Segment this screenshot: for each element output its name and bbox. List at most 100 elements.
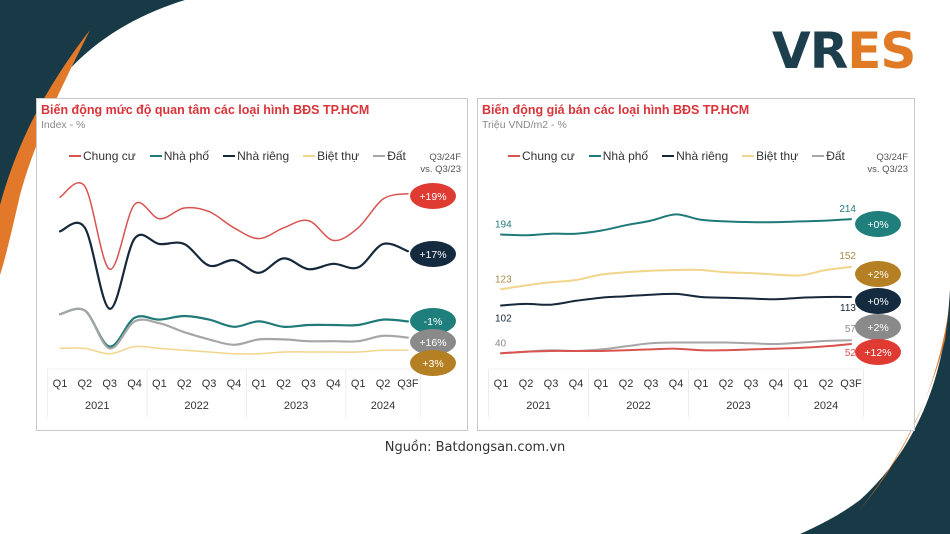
legend-label: Biệt thự [756,149,799,163]
change-badge: +2% [855,261,901,287]
year-label: 2023 [284,400,308,412]
year-label: 2023 [726,400,750,412]
badge-label: +16% [419,337,446,349]
x-tick-label: Q2 [619,378,634,390]
start-data-label: 123 [495,274,512,285]
badge-shape [410,329,456,355]
badge-label: +0% [867,219,888,231]
badge-shape [855,339,901,365]
legend-item: Đất [373,149,406,163]
x-tick-label: Q4 [669,378,684,390]
change-badge: +0% [855,211,901,237]
year-label: 2022 [626,400,650,412]
x-tick-label: Q1 [494,378,509,390]
x-tick-label: Q1 [251,378,266,390]
chart-subtitle: Index - % [41,119,86,131]
x-tick-label: Q1 [53,378,68,390]
series-line [500,343,852,355]
year-label: 2021 [85,400,109,412]
chart-title: Biến động mức độ quan tâm các loại hình … [41,103,370,117]
x-tick-label: Q3 [301,378,316,390]
x-tick-label: Q3 [744,378,759,390]
badge-shape [410,308,456,334]
series-line [58,307,409,350]
legend-item: Nhà phố [149,149,209,163]
x-tick-label: Q4 [227,378,242,390]
x-tick-label: Q1 [794,378,809,390]
change-badge: +2% [855,314,901,340]
source-note: Nguồn: Batdongsan.com.vn [384,440,566,455]
series-line [59,345,409,355]
legend-label: Nhà phố [602,149,649,163]
x-tick-label: Q4 [569,378,584,390]
logo-letter: E [847,22,881,80]
legend-swatch [662,155,675,157]
interest-line-chart: 2021 2022 2023 2024 Q1 Q2 Q3 Q4 Q1 Q2 Q3 Q4 Q1 Q2 Q3 Q4… [47,182,456,417]
x-tick-label: Q2 [376,378,391,390]
series-line [58,221,409,310]
logo-letter: V [772,22,811,80]
comparison-label: Q3/24F vs. Q3/23 [420,152,461,176]
badge-label: +3% [422,358,443,370]
x-tick-label: Q2 [177,378,192,390]
badge-shape [855,288,901,314]
logo-letter: S [880,22,916,80]
end-data-label: 113 [840,303,856,314]
legend-item: Nhà phố [588,149,649,163]
legend-swatch [588,155,601,157]
change-badge: +17% [410,241,456,267]
badge-shape [855,211,901,237]
x-tick-label: Q4 [326,378,341,390]
x-tick-label: Q3 [202,378,217,390]
change-badge: +12% [855,339,901,365]
change-badge: -1% [410,308,456,334]
x-tick-label: Q3 [544,378,559,390]
legend-item: Biệt thự [742,149,798,163]
legend-swatch [69,155,81,157]
badge-shape [410,183,456,209]
series-line [59,182,409,270]
price-chart-panel: Biến động giá bán các loại hình BĐS TP.H… [477,98,915,431]
legend-item: Chung cư [508,149,575,163]
legend-item: Chung cư [69,149,136,163]
badge-shape [410,350,456,376]
end-data-label: 214 [839,204,856,215]
legend-label: Nhà riêng [676,149,729,163]
year-label: 2022 [184,400,208,412]
x-tick-label: Q2 [819,378,834,390]
x-tick-label: Q1 [694,378,709,390]
end-data-label: 152 [839,251,856,262]
start-data-label: 194 [495,219,512,230]
x-tick-label: Q3 [102,378,117,390]
x-tick-label: Q2 [276,378,291,390]
comparison-line: Q3/24F [876,152,908,163]
price-line-chart: 2021 2022 2023 2024 Q1 Q2 Q3 Q4 Q1 Q2 Q3 Q4 Q1 Q2 Q3 Q4… [488,204,901,417]
legend-label: Nhà riêng [237,149,290,163]
start-data-label: 102 [495,313,512,324]
vres-logo: V R E S [772,22,916,80]
x-tick-label: Q2 [519,378,534,390]
badge-label: +19% [419,191,446,203]
x-axis: 2021 2022 2023 2024 Q1 Q2 Q3 Q4 Q1 Q2 Q3 Q4 Q1 Q2 Q3 Q4… [488,368,864,417]
comparison-line: vs. Q3/23 [867,164,908,175]
comparison-line: vs. Q3/23 [420,164,461,175]
badge-label: +0% [867,296,888,308]
change-badge: +3% [410,350,456,376]
chart-subtitle: Triệu VND/m2 - % [482,119,567,131]
series-line [500,265,852,291]
badge-label: -1% [424,316,443,328]
x-tick-label: Q4 [127,378,142,390]
x-axis: 2021 2022 2023 2024 Q1 Q2 Q3 Q4 Q1 Q2 Q3 Q4 Q1 Q2 Q3 Q4… [47,368,421,417]
legend-swatch [149,155,162,157]
year-label: 2024 [371,400,395,412]
badge-label: +17% [419,249,446,261]
interest-chart-panel: Biến động mức độ quan tâm các loại hình … [36,98,468,431]
legend-swatch [508,155,520,157]
legend-label: Biệt thự [317,149,360,163]
legend-item: Đất [812,149,845,163]
legend-swatch [303,155,316,157]
change-badge: +19% [410,183,456,209]
legend-swatch [373,155,386,157]
start-data-label: 40 [495,338,507,349]
x-tick-label: Q1 [594,378,609,390]
